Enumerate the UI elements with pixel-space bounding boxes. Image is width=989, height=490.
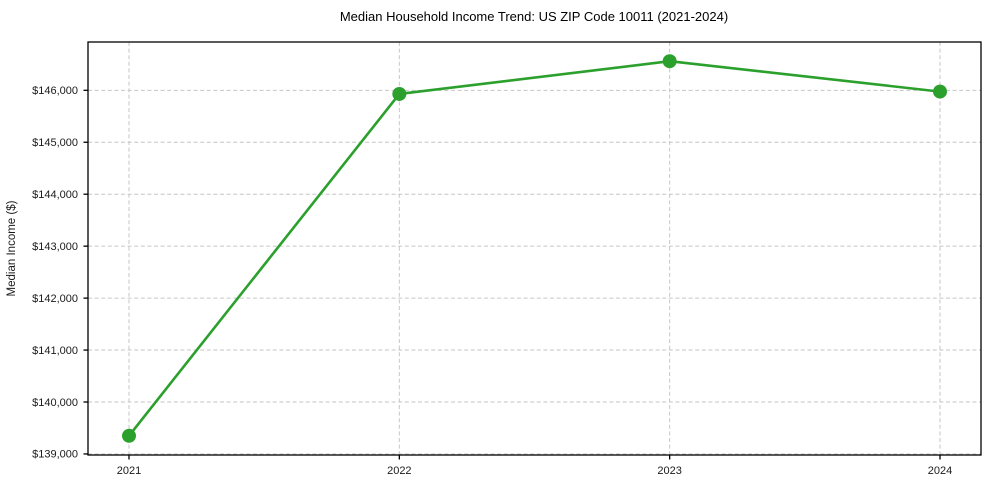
y-tick-label-139000: $139,000 [32,449,78,461]
x-tick-label-2022: 2022 [387,465,411,477]
plot-border [87,41,982,456]
data-point-2024 [933,84,947,99]
data-point-2022 [392,86,407,101]
data-point-2021 [122,428,136,443]
y-tick-label-143000: $143,000 [32,241,78,253]
y-tick-label-146000: $146,000 [32,85,78,97]
y-tick-label-145000: $145,000 [32,137,78,149]
x-tick-label-2024: 2024 [928,465,952,477]
y-tick-label-142000: $142,000 [32,293,78,305]
x-tick-label-2023: 2023 [657,465,681,477]
data-point-2023 [662,54,677,69]
y-tick-label-140000: $140,000 [32,397,78,409]
plot-area: $139,000 $140,000 $141,000 $142,000 $143,000… [32,41,982,477]
y-tick-label-141000: $141,000 [32,345,78,357]
y-axis-label: Median Income ($) [6,200,18,296]
series-line-median-household-income [127,59,942,438]
y-tick-label-144000: $144,000 [32,189,78,201]
x-tick-label-2021: 2021 [117,465,141,477]
chart-title: Median Household Income Trend: US ZIP Co… [340,9,728,24]
